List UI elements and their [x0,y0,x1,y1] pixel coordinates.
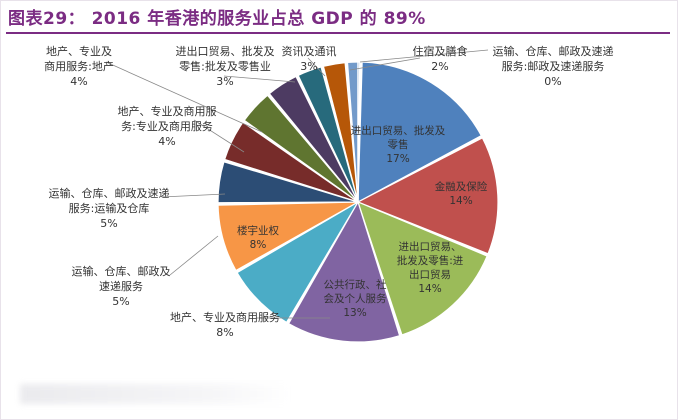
slice-percent: 8% [216,326,234,339]
slice-name: 进出口贸易、批发及 零售 [350,125,446,151]
slice-percent: 14% [449,195,473,207]
pie-slice [243,94,359,203]
page-title: 图表29： 2016 年香港的服务业占总 GDP 的 89% [8,9,426,29]
pie-slice [297,66,359,203]
leader-line [105,61,263,133]
pie-slice [322,61,359,203]
leader-line [223,75,296,83]
slice-outer-label: 运输、仓库、邮政及速递 服务:邮政及速递服务 0% [484,44,622,89]
blurred-watermark [20,384,290,404]
slice-outer-label: 资讯及通讯 3% [270,44,348,74]
slice-name: 地产、专业及商用服 务:专业及商用服务 [117,105,217,133]
slice-percent: 5% [100,217,118,230]
slice-outer-label: 运输、仓库、邮政及速递 服务:运输及仓库 5% [24,186,194,231]
slice-inner-label: 进出口贸易、批发及 零售 17% [338,124,458,166]
slice-name: 资讯及通讯 [281,45,337,58]
slice-outer-label: 住宿及膳食 2% [398,44,482,74]
slice-name: 地产、专业及 商用服务:地产 [44,45,114,73]
slice-percent: 13% [343,307,367,319]
slice-name: 进出口贸易、 批发及零售:进 出口贸易 [396,241,464,281]
slice-outer-label: 进出口贸易、批发及 零售:批发及零售业 3% [162,44,288,89]
slice-inner-label: 楼宇业权 8% [218,224,298,252]
pie-slice [356,136,499,255]
pie-slice [236,200,360,324]
slice-percent: 5% [112,295,130,308]
slice-name: 地产、专业及商用服务 [170,311,280,324]
slice-outer-label: 地产、专业及商用服 务:专业及商用服务 4% [98,104,236,149]
slice-percent: 0% [544,75,562,88]
leader-line [307,57,326,77]
pie-slice [217,201,359,272]
title-divider [6,32,670,34]
leader-line [193,119,245,153]
slice-percent: 14% [418,283,442,295]
pie-slice [223,121,359,203]
slice-percent: 3% [300,60,318,73]
leader-line [349,57,421,71]
slice-percent: 4% [70,75,88,88]
pie-slice [357,200,488,336]
slice-outer-label: 运输、仓库、邮政及 速递服务 5% [58,264,184,309]
pie-slice [217,161,359,204]
pie-slice [357,61,483,204]
slice-inner-label: 公共行政、社 会及个人服务 13% [300,278,410,320]
pie-slice [268,75,359,203]
slice-name: 金融及保险 [434,181,488,193]
slice-name: 公共行政、社 会及个人服务 [323,279,387,305]
slice-outer-label: 地产、专业及商用服务 8% [150,310,300,340]
leader-line [161,193,226,198]
slice-name: 楼宇业权 [237,225,279,237]
slice-name: 住宿及膳食 [412,45,468,58]
slice-name: 运输、仓库、邮政及 速递服务 [71,265,171,293]
pie-slice [346,61,361,203]
slice-percent: 2% [431,60,449,73]
slice-inner-label: 金融及保险 14% [416,180,506,208]
slice-name: 进出口贸易、批发及 零售:批发及零售业 [175,45,275,73]
slice-inner-label: 进出口贸易、 批发及零售:进 出口贸易 14% [380,240,480,296]
slice-percent: 3% [216,75,234,88]
leader-line [359,49,489,63]
slice-percent: 4% [158,135,176,148]
pie-slice [287,200,401,343]
slice-outer-label: 地产、专业及 商用服务:地产 4% [12,44,146,89]
slice-name: 运输、仓库、邮政及速递 服务:运输及仓库 [48,187,170,215]
slice-name: 运输、仓库、邮政及速递 服务:邮政及速递服务 [492,45,614,73]
slice-percent: 8% [249,239,267,251]
leader-line [169,235,219,276]
slice-percent: 17% [386,153,410,165]
